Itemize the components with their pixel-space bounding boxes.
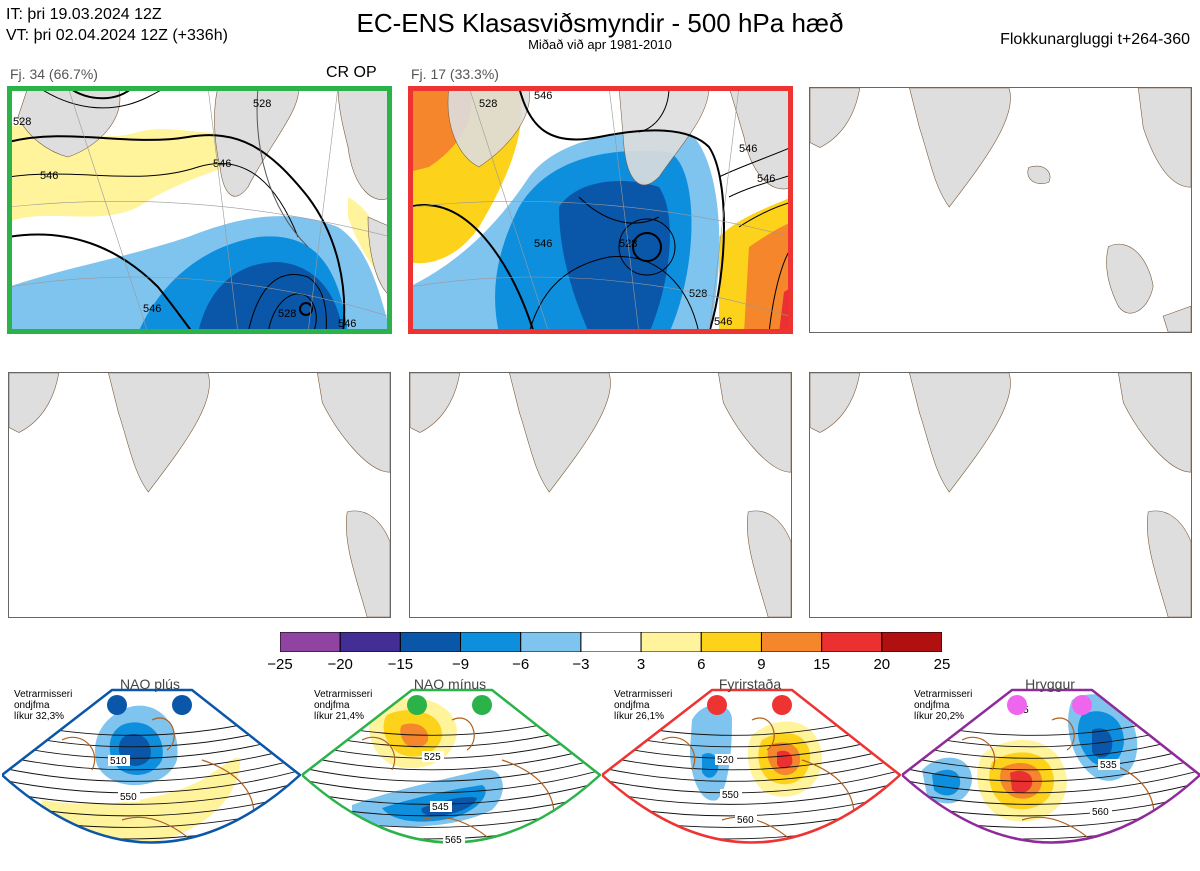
regime-marker-dot bbox=[707, 695, 727, 715]
regime-title: NAO mínus bbox=[413, 676, 487, 692]
colorbar-tick-label: −15 bbox=[387, 656, 414, 673]
colorbar-tick-label: 9 bbox=[757, 656, 766, 673]
cluster-map-2[interactable]: 528 546 528 546 546 546 528 546 bbox=[409, 87, 792, 333]
panel-2-label: Fj. 17 (33.3%) bbox=[411, 66, 499, 82]
regime-probability: Vetrarmisseri ondjfma líkur 32,3% bbox=[14, 689, 73, 722]
page-title: EC-ENS Klasasviðsmyndir - 500 hPa hæð bbox=[356, 8, 844, 38]
valid-time: VT: þri 02.04.2024 12Z (+336h) bbox=[6, 27, 228, 44]
colorbar-tick-label: −20 bbox=[327, 656, 353, 673]
colorbar-tick-label: 3 bbox=[636, 656, 646, 673]
contour-label: 528 bbox=[13, 116, 31, 128]
regime-contour-label: 520 bbox=[717, 755, 734, 766]
regime-probability: Vetrarmisseri ondjfma líkur 21,4% bbox=[314, 689, 373, 722]
contour-label: 546 bbox=[714, 316, 732, 328]
colorbar-tick-label: −25 bbox=[267, 656, 293, 673]
colorbar-segment bbox=[821, 632, 883, 652]
cluster-map-5[interactable] bbox=[409, 372, 792, 618]
colorbar-segment bbox=[640, 632, 702, 652]
regime-marker-dot bbox=[407, 695, 427, 715]
regime-contour-label: 545 bbox=[432, 802, 449, 813]
classification-window: Flokkunargluggi t+264-360 bbox=[1000, 31, 1190, 48]
colorbar-segment bbox=[339, 632, 401, 652]
regime-contour-label: 525 bbox=[424, 752, 441, 763]
init-time: IT: þri 19.03.2024 12Z bbox=[6, 6, 162, 23]
page-subtitle: Miðað við apr 1981-2010 bbox=[528, 37, 672, 52]
regime-contour-label: 510 bbox=[110, 756, 127, 767]
colorbar-tick-label: 15 bbox=[813, 656, 830, 673]
contour-label: 546 bbox=[213, 158, 231, 170]
colorbar-tick-label: −6 bbox=[512, 656, 530, 673]
regime-title: NAO plús bbox=[120, 676, 180, 692]
regime-probability: Vetrarmisseri ondjfma líkur 26,1% bbox=[614, 689, 673, 722]
regime-title: Fyrirstaða bbox=[718, 676, 782, 692]
contour-label: 546 bbox=[143, 303, 161, 315]
colorbar-segment bbox=[580, 632, 642, 652]
colorbar-segment bbox=[881, 632, 942, 652]
cluster-map-3[interactable] bbox=[809, 87, 1192, 333]
colorbar-segment bbox=[520, 632, 582, 652]
cluster-map-1[interactable]: 528 546 546 546 528 546 528 bbox=[8, 87, 391, 333]
regime-map-3: 520 550 560 bbox=[602, 680, 902, 870]
colorbar bbox=[280, 632, 942, 652]
contour-label: 528 bbox=[278, 308, 296, 320]
colorbar-tick-label: 20 bbox=[873, 656, 891, 673]
header-info: IT: þri 19.03.2024 12Z VT: þri 02.04.202… bbox=[6, 4, 228, 46]
contour-label: 528 bbox=[253, 98, 271, 110]
contour-label: 546 bbox=[739, 143, 757, 155]
regime-map-1: 510 550 bbox=[2, 680, 302, 870]
contour-label: 528 bbox=[479, 98, 497, 110]
regime-map-2: 525 545 565 bbox=[302, 680, 602, 870]
colorbar-tick-label: −3 bbox=[572, 656, 590, 673]
contour-label: 546 bbox=[338, 318, 356, 330]
regime-title: Hryggur bbox=[1025, 676, 1075, 692]
colorbar-tick-label: 25 bbox=[933, 656, 951, 673]
regime-contour-label: 535 bbox=[1100, 760, 1117, 771]
regime-contour-label: 550 bbox=[120, 792, 137, 803]
contour-label: 546 bbox=[40, 170, 58, 182]
contour-label: 546 bbox=[757, 173, 775, 185]
contour-label: 546 bbox=[534, 90, 552, 102]
cluster-map-4[interactable] bbox=[8, 372, 391, 618]
colorbar-segment bbox=[280, 632, 341, 652]
regime-contour-label: 565 bbox=[445, 835, 462, 846]
colorbar-segment bbox=[700, 632, 762, 652]
colorbar-segment bbox=[460, 632, 522, 652]
regime-contour-label: 560 bbox=[737, 815, 754, 826]
regime-marker-dot bbox=[472, 695, 492, 715]
contour-label: 546 bbox=[534, 238, 552, 250]
regime-marker-dot bbox=[772, 695, 792, 715]
regime-map-4: 505535560 bbox=[902, 680, 1200, 870]
regime-marker-dot bbox=[1007, 695, 1027, 715]
colorbar-tick-label: −9 bbox=[451, 656, 470, 673]
colorbar-tick-label: 6 bbox=[697, 656, 706, 673]
regime-probability: Vetrarmisseri ondjfma líkur 20,2% bbox=[914, 689, 973, 722]
regime-marker-dot bbox=[1072, 695, 1092, 715]
colorbar-segment bbox=[760, 632, 823, 652]
regime-marker-dot bbox=[107, 695, 127, 715]
contour-label: 528 bbox=[689, 288, 707, 300]
regime-marker-dot bbox=[172, 695, 192, 715]
regime-contour-label: 550 bbox=[722, 790, 739, 801]
panel-1-label: Fj. 34 (66.7%) bbox=[10, 66, 98, 82]
colorbar-segment bbox=[399, 632, 462, 652]
regime-contour-label: 560 bbox=[1092, 807, 1109, 818]
cluster-map-6[interactable] bbox=[809, 372, 1192, 618]
panel-1-tag: CR OP bbox=[326, 64, 377, 81]
